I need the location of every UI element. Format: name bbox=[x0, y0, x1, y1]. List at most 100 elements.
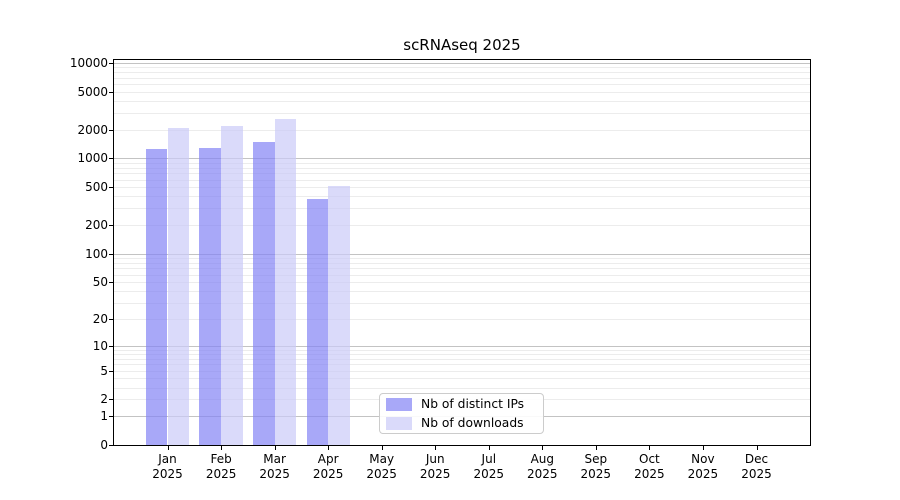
y-tick-label: 0 bbox=[100, 438, 108, 452]
minor-gridline bbox=[114, 358, 810, 360]
legend: Nb of distinct IPs Nb of downloads bbox=[379, 393, 544, 434]
minor-gridline bbox=[114, 225, 810, 226]
x-tick-year: 2025 bbox=[205, 466, 237, 481]
y-tick-mark bbox=[109, 187, 114, 189]
y-tick-mark bbox=[109, 416, 114, 418]
legend-swatch-distinct-ips bbox=[386, 397, 412, 411]
x-tick-mark bbox=[435, 446, 437, 450]
minor-gridline bbox=[114, 268, 810, 270]
x-tick-year: 2025 bbox=[580, 466, 612, 481]
minor-gridline bbox=[114, 112, 810, 114]
x-tick-month: Mar bbox=[263, 452, 286, 466]
minor-gridline bbox=[114, 349, 810, 351]
x-tick-mark bbox=[702, 446, 704, 450]
y-tick-label: 50 bbox=[92, 274, 108, 289]
y-tick-mark bbox=[109, 253, 114, 255]
x-tick-month: Apr bbox=[317, 452, 339, 466]
legend-row: Nb of distinct IPs bbox=[380, 395, 543, 414]
x-tick-label: Nov 2025 bbox=[668, 452, 738, 481]
y-tick-label: 1000 bbox=[77, 151, 108, 166]
x-tick-year: 2025 bbox=[741, 466, 772, 481]
bar-feb-distinct-ips bbox=[199, 147, 222, 445]
y-tick-label: 1 bbox=[100, 409, 108, 424]
x-tick-year: 2025 bbox=[366, 466, 397, 481]
x-tick-label: Sep 2025 bbox=[561, 452, 631, 481]
minor-gridline bbox=[114, 77, 810, 79]
x-tick-mark bbox=[167, 446, 169, 450]
bar-apr-distinct-ips bbox=[306, 199, 329, 445]
bar-jan-distinct-ips bbox=[145, 149, 168, 445]
minor-gridline bbox=[114, 67, 810, 69]
minor-gridline bbox=[114, 72, 810, 74]
y-tick-mark bbox=[109, 445, 114, 446]
minor-gridline bbox=[114, 353, 810, 355]
x-tick-month: Jun bbox=[425, 452, 445, 466]
y-tick-label: 10000 bbox=[69, 56, 108, 70]
major-gridline bbox=[114, 345, 810, 347]
x-tick-label: Mar 2025 bbox=[240, 452, 310, 481]
x-tick-label: Jan 2025 bbox=[133, 452, 203, 481]
minor-gridline bbox=[114, 173, 810, 175]
minor-gridline bbox=[114, 196, 810, 198]
x-tick-label: May 2025 bbox=[347, 452, 417, 481]
minor-gridline bbox=[114, 101, 810, 102]
x-tick-year: 2025 bbox=[634, 466, 665, 481]
minor-gridline bbox=[114, 129, 810, 131]
y-tick-mark bbox=[109, 129, 114, 131]
y-tick-label: 500 bbox=[85, 180, 108, 195]
y-tick-mark bbox=[109, 399, 114, 401]
y-tick-mark bbox=[109, 225, 114, 226]
x-tick-month: Nov bbox=[691, 452, 715, 466]
x-tick-month: Jul bbox=[481, 452, 497, 466]
x-tick-mark bbox=[595, 446, 597, 450]
x-tick-month: Oct bbox=[639, 452, 660, 466]
x-tick-label: Oct 2025 bbox=[614, 452, 684, 481]
x-tick-label: Jul 2025 bbox=[454, 452, 524, 481]
bar-jan-downloads bbox=[167, 128, 190, 445]
minor-gridline bbox=[114, 318, 810, 320]
bar-apr-downloads bbox=[328, 185, 350, 445]
x-tick-year: 2025 bbox=[312, 466, 344, 481]
x-tick-mark bbox=[756, 446, 758, 450]
minor-gridline bbox=[114, 167, 810, 169]
x-tick-month: Aug bbox=[530, 452, 555, 466]
x-tick-month: Dec bbox=[744, 452, 769, 466]
x-tick-year: 2025 bbox=[259, 466, 290, 481]
x-tick-year: 2025 bbox=[152, 466, 183, 481]
minor-gridline bbox=[114, 91, 810, 93]
minor-gridline bbox=[114, 281, 810, 283]
minor-gridline bbox=[114, 162, 810, 164]
y-tick-label: 10 bbox=[92, 338, 108, 353]
minor-gridline bbox=[114, 208, 810, 210]
x-tick-mark bbox=[381, 446, 383, 450]
chart-title: scRNAseq 2025 bbox=[403, 36, 521, 54]
legend-label: Nb of distinct IPs bbox=[421, 397, 525, 411]
x-tick-mark bbox=[649, 446, 651, 450]
minor-gridline bbox=[114, 257, 810, 259]
y-tick-label: 5 bbox=[100, 363, 108, 378]
y-tick-mark bbox=[109, 345, 114, 347]
x-tick-mark bbox=[328, 446, 330, 450]
x-tick-year: 2025 bbox=[687, 466, 719, 481]
minor-gridline bbox=[114, 302, 810, 304]
bar-mar-downloads bbox=[274, 118, 297, 445]
minor-gridline bbox=[114, 187, 810, 189]
x-tick-month: May bbox=[369, 452, 395, 466]
x-tick-label: Apr 2025 bbox=[293, 452, 363, 481]
x-tick-label: Feb 2025 bbox=[186, 452, 256, 481]
x-tick-month: Jan bbox=[158, 452, 177, 466]
y-tick-mark bbox=[109, 63, 114, 64]
x-tick-month: Sep bbox=[584, 452, 608, 466]
y-tick-mark bbox=[109, 281, 114, 283]
x-tick-year: 2025 bbox=[527, 466, 558, 481]
x-tick-mark bbox=[542, 446, 544, 450]
legend-label: Nb of downloads bbox=[421, 416, 524, 430]
y-tick-label: 2000 bbox=[77, 122, 108, 137]
major-gridline bbox=[114, 63, 810, 64]
x-tick-label: Jun 2025 bbox=[400, 452, 470, 481]
y-tick-label: 100 bbox=[85, 246, 108, 261]
legend-swatch-downloads bbox=[386, 416, 412, 430]
x-tick-mark bbox=[221, 446, 223, 450]
minor-gridline bbox=[114, 179, 810, 181]
